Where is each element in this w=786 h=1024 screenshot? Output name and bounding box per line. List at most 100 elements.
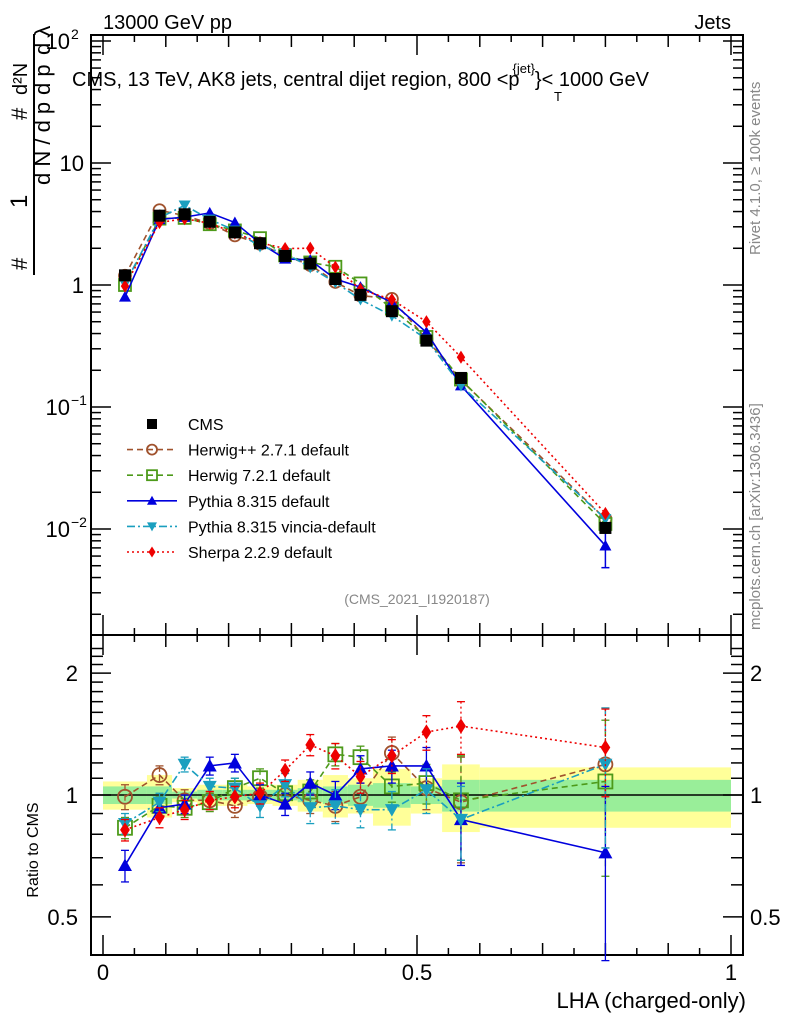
legend-label: Herwig++ 2.7.1 default (188, 443, 350, 460)
legend-marker (148, 546, 156, 558)
ratio-point (328, 800, 343, 813)
data-point (387, 292, 397, 307)
mcplots-label: mcplots.cern.ch [arXiv:1306.3436] (747, 403, 764, 630)
ratio-point (177, 758, 192, 772)
series-pythia-8-315-default (118, 206, 612, 569)
ratio-point (386, 748, 397, 764)
ratio-point (456, 718, 466, 734)
data-point (454, 371, 467, 384)
title-prefix: CMS, 13 TeV, AK8 jets, central dijet reg… (72, 69, 520, 91)
header-left: 13000 GeV pp (103, 12, 232, 34)
data-point (203, 215, 216, 228)
ratio-point (278, 797, 293, 810)
analysis-watermark: (CMS_2021_I1920187) (344, 591, 490, 607)
data-point (306, 241, 315, 255)
x-tick-label: 1 (725, 960, 737, 985)
y-tick-label: 1 (72, 273, 84, 298)
ratio-point (154, 809, 165, 826)
legend: CMS Herwig++ 2.7.1 default Herwig 7.2.1 de… (127, 417, 376, 562)
ratio-point (384, 804, 399, 817)
ratio-point (117, 788, 133, 805)
y-tick-exponent: −2 (71, 514, 87, 530)
legend-entry: Pythia 8.315 default (127, 494, 330, 511)
data-point (354, 288, 367, 301)
main-series (118, 200, 613, 569)
x-tick-label: 0.5 (402, 960, 433, 985)
ratio-point (303, 776, 318, 789)
data-point (304, 257, 317, 270)
ratio-point (229, 789, 240, 805)
ratio-point (303, 802, 318, 815)
y-tick-exponent: 2 (71, 26, 79, 42)
data-point (279, 249, 292, 262)
rivet-label: Rivet 4.1.0, ≥ 100k events (747, 82, 764, 255)
legend-marker (146, 469, 158, 482)
data-point (120, 279, 130, 293)
data-point (456, 350, 466, 364)
ratio-point (330, 748, 341, 764)
ratio-y-tick-label: 0.5 (47, 905, 78, 930)
ratio-point (117, 858, 132, 872)
ylabel-one: 1 (6, 195, 33, 208)
ratio-ylabel: Ratio to CMS (25, 802, 42, 897)
legend-entry: CMS (147, 417, 224, 434)
legend-label: CMS (188, 417, 224, 434)
ratio-y-tick-label-right: 1 (750, 783, 762, 808)
legend-label: Herwig 7.2.1 default (188, 468, 331, 485)
legend-marker (147, 419, 157, 429)
legend-entry: Herwig 7.2.1 default (127, 468, 331, 485)
ratio-point (305, 737, 316, 753)
ylabel-hash-1: # (7, 257, 32, 270)
title-sub: T (554, 89, 562, 104)
ylabel-num: d²N (10, 63, 32, 95)
x-tick-label: 0 (97, 960, 109, 985)
ratio-series (117, 701, 614, 962)
ratio-point (278, 779, 293, 792)
y-tick-exponent: −1 (71, 392, 87, 408)
y-tick-label: 10 (46, 29, 70, 54)
ylabel-hash-2: # (7, 107, 32, 120)
ratio-line (124, 762, 606, 866)
data-point (153, 209, 166, 222)
ratio-y-tick-label-right: 0.5 (750, 905, 781, 930)
ratio-line (124, 763, 606, 825)
data-point (254, 237, 266, 250)
legend-marker (147, 495, 157, 505)
ratio-point (280, 762, 291, 779)
main-ylabel: # 1 d N / d p d²N # d p d λ (6, 26, 55, 275)
data-point (385, 305, 398, 318)
data-point (228, 216, 241, 228)
ratio-point (600, 739, 611, 756)
y-tick-label: 10 (46, 395, 70, 420)
ratio-y-tick-label-right: 2 (750, 661, 762, 686)
ratio-point (151, 767, 168, 783)
ylabel-den2: d p (30, 64, 55, 95)
data-point (331, 260, 340, 274)
ratio-point (453, 813, 468, 827)
legend-marker (147, 522, 157, 532)
ratio-point (355, 768, 366, 785)
data-point (178, 200, 191, 212)
xlabel: LHA (charged-only) (556, 988, 746, 1013)
data-point (329, 272, 342, 285)
ratio-point (152, 796, 167, 810)
title-sup: {jet} (513, 61, 536, 76)
data-point (118, 269, 131, 282)
data-point (601, 506, 610, 521)
y-tick-label: 10 (46, 517, 70, 542)
data-point (228, 226, 241, 239)
legend-entry: Pythia 8.315 vincia-default (127, 519, 376, 536)
legend-entry: Herwig++ 2.7.1 default (127, 443, 350, 460)
legend-label: Pythia 8.315 vincia-default (188, 519, 376, 536)
ratio-point (353, 804, 368, 817)
ratio-y-tick-label: 1 (66, 783, 78, 808)
series-cms (118, 208, 612, 534)
ratio-point (598, 845, 613, 859)
ratio-point (253, 800, 267, 813)
plot-title: CMS, 13 TeV, AK8 jets, central dijet reg… (72, 61, 650, 91)
ratio-y-tick-label: 2 (66, 661, 78, 686)
ratio-point (227, 755, 242, 769)
title-suffix: }< 1000 GeV (535, 69, 650, 91)
ylabel-dl: d λ (30, 26, 55, 55)
